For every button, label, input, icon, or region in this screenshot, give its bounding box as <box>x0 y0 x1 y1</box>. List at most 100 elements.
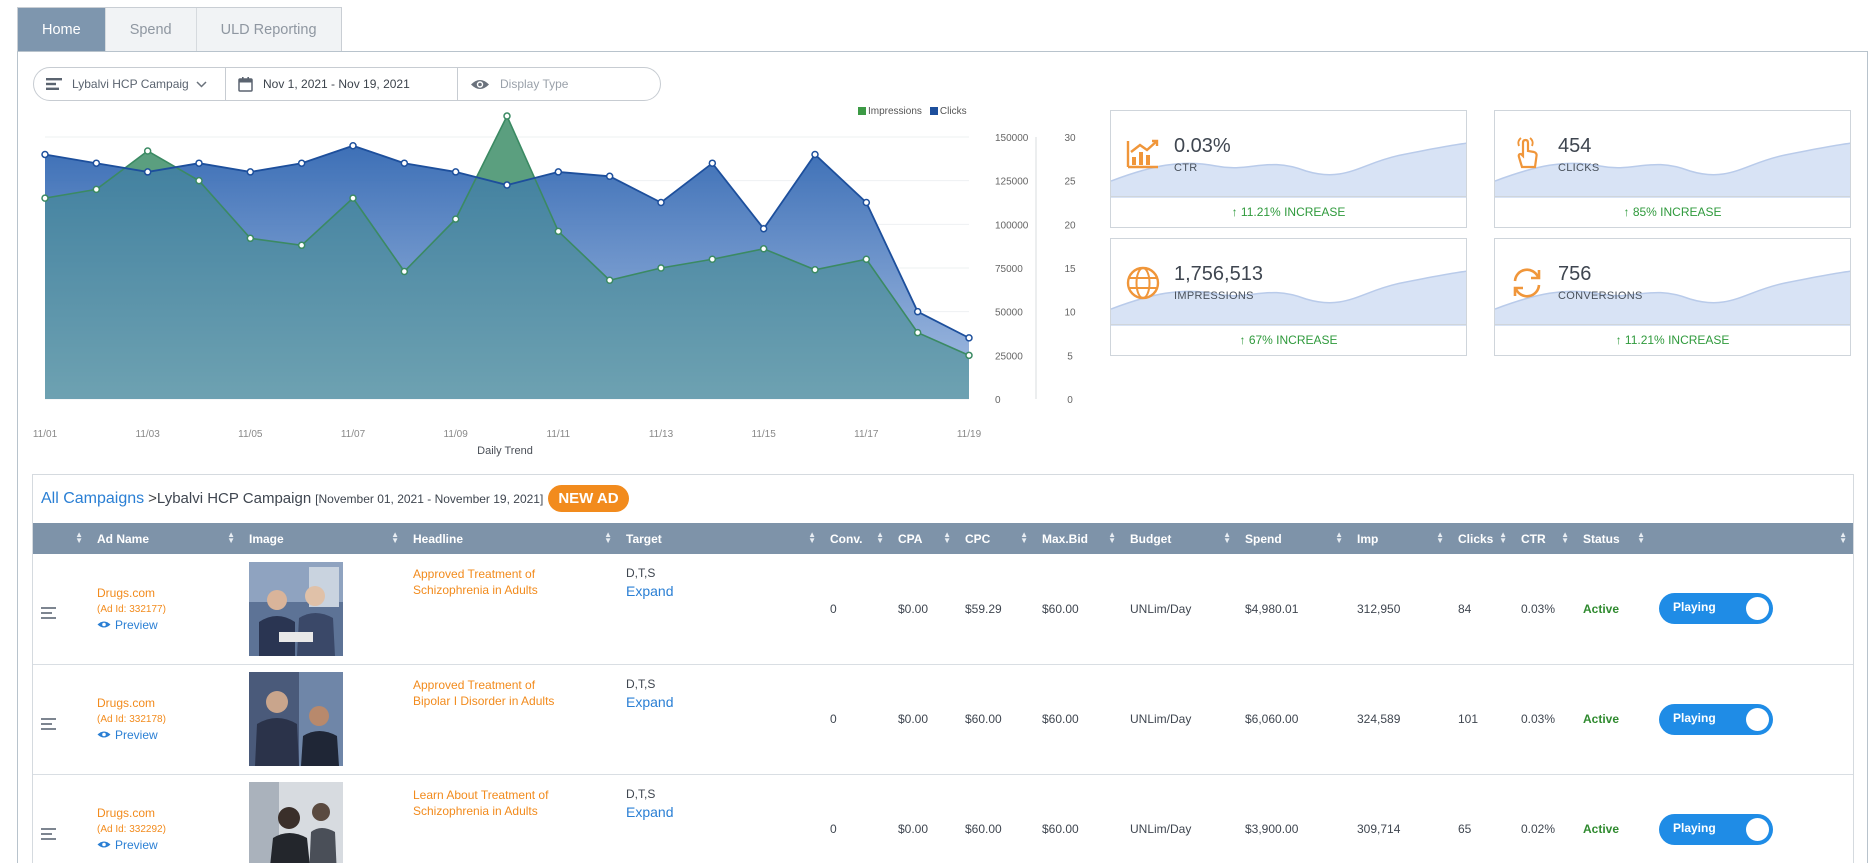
ad-image-cell <box>241 664 405 774</box>
col-header-cpa[interactable]: CPA ▲ ▼ <box>890 523 957 554</box>
impressions-point <box>708 255 717 264</box>
col-header-spend[interactable]: Spend ▲ ▼ <box>1237 523 1349 554</box>
y-tick-label-impressions: 75000 <box>995 264 1023 275</box>
headline-link[interactable]: Learn About Treatment of Schizophrenia i… <box>413 787 549 818</box>
new-ad-button[interactable]: NEW AD <box>548 485 629 512</box>
col-header-drag[interactable]: ▲ ▼ <box>33 523 89 554</box>
col-header-image[interactable]: Image ▲ ▼ <box>241 523 405 554</box>
col-header-target[interactable]: Target ▲ ▼ <box>618 523 822 554</box>
display-type-select[interactable]: Display Type <box>458 68 660 100</box>
date-range-picker[interactable]: Nov 1, 2021 - Nov 19, 2021 <box>226 68 458 100</box>
toggle-cell: Playing <box>1651 554 1853 664</box>
tab-uld-reporting[interactable]: ULD Reporting <box>220 22 317 38</box>
expand-link[interactable]: Expand <box>626 803 674 820</box>
col-header-budget[interactable]: Budget ▲ ▼ <box>1122 523 1237 554</box>
headline-link[interactable]: Approved Treatment of Schizophrenia in A… <box>413 567 538 597</box>
clicks-point <box>965 334 973 342</box>
x-tick-label: 11/03 <box>136 429 161 440</box>
conv-cell: 0 <box>830 712 837 726</box>
sort-icon: ▲ ▼ <box>75 530 83 545</box>
col-header-ctr[interactable]: CTR ▲ ▼ <box>1513 523 1575 554</box>
ad-name-cell: Drugs.com (Ad Id: 332177) Preview <box>89 554 241 664</box>
playing-toggle[interactable]: Playing <box>1659 813 1773 845</box>
impressions-point <box>92 185 101 194</box>
ad-name-cell: Drugs.com (Ad Id: 332292) Preview <box>89 774 241 863</box>
impressions-point <box>503 112 511 120</box>
preview-link[interactable]: Preview <box>97 838 233 852</box>
ad-thumbnail[interactable] <box>249 672 343 766</box>
legend-label-impressions: Impressions <box>868 106 922 117</box>
clicks-point <box>657 198 665 207</box>
campaign-date-range: [November 01, 2021 - November 19, 2021] <box>315 491 544 506</box>
drag-handle-icon <box>41 827 56 840</box>
col-header-headline[interactable]: Headline ▲ ▼ <box>405 523 618 554</box>
kpi-change-ctr-text: 11.21% INCREASE <box>1240 205 1346 219</box>
row-drag-handle[interactable] <box>33 664 89 774</box>
ad-name-link[interactable]: Drugs.com <box>97 806 156 820</box>
ad-name-link[interactable]: Drugs.com <box>97 696 156 710</box>
tab-home[interactable]: Home <box>18 8 106 52</box>
kpi-change-clicks-text: 85% INCREASE <box>1632 205 1722 219</box>
kpi-label-impressions: IMPRESSIONS <box>1174 290 1254 302</box>
toggle-cell: Playing <box>1651 664 1853 774</box>
row-drag-handle[interactable] <box>33 554 89 664</box>
tab-spend[interactable]: Spend <box>106 8 197 52</box>
playing-toggle[interactable]: Playing <box>1659 703 1773 735</box>
y-tick-label-clicks: 10 <box>1064 308 1076 319</box>
max-bid-cell: $60.00 <box>1042 822 1079 836</box>
sort-icon: ▲ ▼ <box>1020 530 1028 545</box>
legend-clicks[interactable]: Clicks <box>929 106 967 117</box>
kpi-value-conversions: 756 <box>1558 263 1592 285</box>
sort-icon: ▲ ▼ <box>1108 530 1116 545</box>
col-header-ad-name[interactable]: Ad Name ▲ ▼ <box>89 523 241 554</box>
headline-link[interactable]: Approved Treatment of Bipolar I Disorder… <box>413 677 555 708</box>
x-tick-label: 11/13 <box>649 429 674 440</box>
kpi-value-impressions: 1,756,513 <box>1174 263 1263 285</box>
conv-cell: 0 <box>830 601 837 616</box>
status-badge: Active <box>1583 601 1620 616</box>
table-row: Drugs.com (Ad Id: 332292) Preview Learn … <box>33 774 1853 863</box>
sort-icon: ▲ ▼ <box>1561 530 1569 545</box>
y-tick-label-clicks: 30 <box>1064 133 1076 144</box>
budget-cell: UNLim/Day <box>1130 822 1192 836</box>
impressions-point <box>297 241 306 250</box>
col-header-max-bid[interactable]: Max.Bid ▲ ▼ <box>1034 523 1122 554</box>
y-tick-label-impressions: 150000 <box>995 133 1029 144</box>
sort-icon: ▲ ▼ <box>604 530 612 545</box>
toggle-label: Playing <box>1673 820 1716 835</box>
expand-link[interactable]: Expand <box>626 583 674 599</box>
expand-link[interactable]: Expand <box>626 693 674 710</box>
y-tick-label-clicks: 20 <box>1064 220 1076 231</box>
col-header-conv[interactable]: Conv. ▲ ▼ <box>822 523 890 554</box>
clicks-cell: 84 <box>1458 601 1472 616</box>
col-header-clicks[interactable]: Clicks ▲ ▼ <box>1450 523 1513 554</box>
campaign-select[interactable]: Lybalvi HCP Campaig <box>34 68 226 100</box>
target-cell: D,T,S Expand <box>618 554 822 664</box>
ad-thumbnail[interactable] <box>249 561 343 656</box>
daily-trend-svg: 0 25000 50000 75000 100000 125000 150000 0 5 10 15… <box>33 112 1076 457</box>
col-header-cpc[interactable]: CPC ▲ ▼ <box>957 523 1034 554</box>
playing-toggle[interactable]: Playing <box>1659 593 1773 625</box>
preview-link[interactable]: Preview <box>97 728 233 742</box>
ctr-sparkline <box>1111 142 1466 198</box>
x-axis-label: Daily Trend <box>477 445 533 457</box>
impressions-overlap-area <box>45 116 969 399</box>
ad-thumbnail[interactable] <box>249 782 343 863</box>
col-header-action[interactable]: ▲ ▼ <box>1651 523 1853 554</box>
clicks-point <box>143 168 152 176</box>
all-campaigns-link[interactable]: All Campaigns <box>41 489 145 507</box>
breadcrumb: All Campaigns > Lybalvi HCP Campaign [No… <box>41 485 629 512</box>
calendar-icon <box>238 76 253 92</box>
status-badge: Active <box>1583 712 1620 726</box>
toggle-knob <box>1746 817 1769 841</box>
row-drag-handle[interactable] <box>33 774 89 863</box>
legend-impressions[interactable]: Impressions <box>858 106 922 117</box>
toggle-knob <box>1746 707 1769 731</box>
preview-link[interactable]: Preview <box>97 618 233 632</box>
ad-name-link[interactable]: Drugs.com <box>97 585 156 600</box>
col-header-status[interactable]: Status ▲ ▼ <box>1575 523 1651 554</box>
kpi-change-impressions-text: 67% INCREASE <box>1248 333 1338 347</box>
col-header-imp[interactable]: Imp ▲ ▼ <box>1349 523 1450 554</box>
sort-icon: ▲ ▼ <box>1637 530 1645 545</box>
clicks-sparkline <box>1495 142 1850 198</box>
